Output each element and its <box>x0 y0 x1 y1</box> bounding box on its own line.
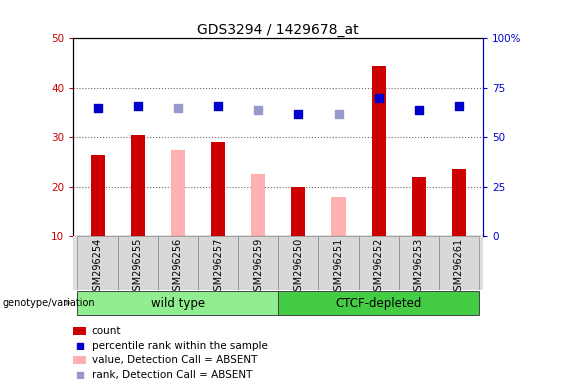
Bar <box>452 169 466 236</box>
Bar <box>319 236 359 290</box>
Bar <box>211 142 225 236</box>
Bar <box>118 236 158 290</box>
Bar <box>332 197 346 236</box>
Text: GSM296251: GSM296251 <box>333 238 344 297</box>
Text: GSM296253: GSM296253 <box>414 238 424 297</box>
Text: value, Detection Call = ABSENT: value, Detection Call = ABSENT <box>92 355 257 365</box>
Text: GSM296254: GSM296254 <box>93 238 102 297</box>
Point <box>414 106 423 113</box>
Point <box>294 111 303 117</box>
Bar <box>439 236 479 290</box>
Bar <box>292 187 305 236</box>
Title: GDS3294 / 1429678_at: GDS3294 / 1429678_at <box>197 23 359 37</box>
Bar <box>399 236 439 290</box>
Point <box>133 103 142 109</box>
Text: genotype/variation: genotype/variation <box>3 298 95 308</box>
Bar <box>90 155 105 236</box>
Point <box>214 103 223 109</box>
Bar <box>279 236 319 290</box>
Bar <box>77 291 279 316</box>
Point <box>254 106 263 113</box>
Point <box>173 104 182 111</box>
Text: count: count <box>92 326 121 336</box>
Text: percentile rank within the sample: percentile rank within the sample <box>92 341 267 351</box>
Text: GSM296261: GSM296261 <box>454 238 464 297</box>
Bar <box>412 177 426 236</box>
Point <box>75 343 84 349</box>
Bar <box>372 66 386 236</box>
Point <box>334 111 343 117</box>
Bar <box>279 291 479 316</box>
Text: GSM296252: GSM296252 <box>373 238 384 297</box>
Bar <box>238 236 279 290</box>
Point <box>454 103 463 109</box>
Text: rank, Detection Call = ABSENT: rank, Detection Call = ABSENT <box>92 370 252 380</box>
Point <box>93 104 102 111</box>
Text: CTCF-depleted: CTCF-depleted <box>336 297 422 310</box>
Text: GSM296255: GSM296255 <box>133 238 143 297</box>
Text: GSM296256: GSM296256 <box>173 238 183 297</box>
Bar <box>77 236 118 290</box>
Bar <box>359 236 399 290</box>
Bar <box>131 135 145 236</box>
Bar <box>171 150 185 236</box>
Point <box>374 94 383 101</box>
Text: GSM296250: GSM296250 <box>293 238 303 297</box>
Bar <box>251 174 265 236</box>
Bar <box>198 236 238 290</box>
Text: GSM296259: GSM296259 <box>253 238 263 297</box>
Point <box>75 372 84 378</box>
Text: GSM296257: GSM296257 <box>213 238 223 297</box>
Bar <box>158 236 198 290</box>
Text: wild type: wild type <box>151 297 205 310</box>
